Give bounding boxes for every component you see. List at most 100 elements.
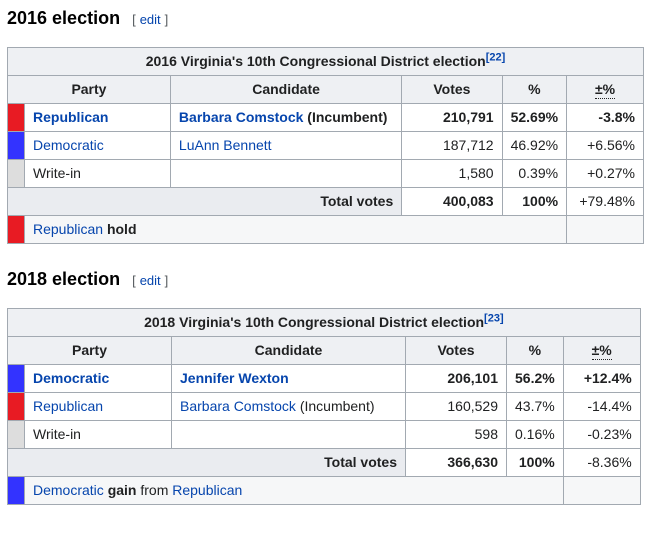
result-from-label: from	[140, 482, 169, 498]
candidate-cell: Barbara Comstock (Incumbent)	[169, 103, 403, 132]
incumbent-label: (Incumbent)	[303, 109, 388, 125]
column-header-candidate: Candidate	[169, 75, 403, 104]
pct-cell: 43.7%	[506, 392, 564, 421]
candidate-row-democratic: Democratic Jennifer Wexton 206,101 56.2%…	[7, 364, 641, 393]
edit-bracket-open: [	[132, 273, 136, 288]
column-header-pct: %	[501, 75, 568, 104]
page-heading-2018: 2018 election [edit]	[7, 269, 644, 291]
pct-cell: 0.39%	[501, 159, 568, 188]
result-action: gain	[107, 482, 137, 498]
change-cell: -0.23%	[562, 420, 641, 449]
party-cell: Write-in	[24, 420, 172, 449]
total-votes-label: Total votes	[7, 448, 406, 477]
table-caption: 2018 Virginia's 10th Congressional Distr…	[7, 308, 641, 337]
candidate-link[interactable]: Barbara Comstock	[178, 109, 304, 125]
election-table-2016: 2016 Virginia's 10th Congressional Distr…	[6, 47, 644, 244]
party-color-swatch	[7, 159, 25, 188]
edit-bracket-open: [	[132, 12, 136, 27]
incumbent-label: (Incumbent)	[295, 398, 375, 414]
candidate-cell: LuAnn Bennett	[169, 131, 403, 160]
candidate-row-republican: Republican Barbara Comstock (Incumbent) …	[7, 103, 644, 132]
total-votes-value: 400,083	[401, 187, 503, 216]
party-color-swatch	[7, 131, 25, 160]
party-color-swatch	[7, 476, 25, 505]
party-link-democratic[interactable]: Democratic	[33, 137, 104, 153]
candidate-cell: Barbara Comstock (Incumbent)	[171, 392, 406, 421]
edit-section: [edit]	[132, 273, 168, 288]
result-spacer-cell	[562, 476, 641, 505]
candidate-row-democratic: Democratic LuAnn Bennett 187,712 46.92% …	[7, 131, 644, 160]
change-cell: +12.4%	[562, 364, 641, 393]
party-link-republican[interactable]: Republican	[172, 482, 243, 498]
votes-cell: 160,529	[405, 392, 507, 421]
candidate-row-republican: Republican Barbara Comstock (Incumbent) …	[7, 392, 641, 421]
result-cell: Democratic gain from Republican	[24, 476, 564, 505]
pct-cell: 56.2%	[506, 364, 564, 393]
votes-cell: 1,580	[401, 159, 503, 188]
change-cell: +0.27%	[566, 159, 644, 188]
change-cell: -14.4%	[562, 392, 641, 421]
total-change-value: +79.48%	[566, 187, 644, 216]
result-row-democratic-gain: Democratic gain from Republican	[7, 476, 641, 505]
candidate-row-write-in: Write-in 1,580 0.39% +0.27%	[7, 159, 644, 188]
column-header-change: ±%	[566, 75, 644, 104]
table-header-row: Party Candidate Votes % ±%	[7, 75, 644, 104]
party-color-swatch	[7, 215, 25, 244]
column-header-votes: Votes	[405, 336, 507, 365]
candidate-link[interactable]: Barbara Comstock	[180, 398, 296, 414]
votes-cell: 187,712	[401, 131, 503, 160]
party-cell: Democratic	[24, 364, 172, 393]
reference-link: [22]	[486, 51, 506, 63]
result-action: hold	[106, 221, 137, 237]
section-2016-election: 2016 election [edit] 2016 Virginia's 10th…	[6, 8, 644, 244]
pct-cell: 46.92%	[501, 131, 568, 160]
edit-link[interactable]: edit	[139, 273, 161, 288]
section-2018-election: 2018 election [edit] 2018 Virginia's 10th…	[7, 269, 644, 505]
party-cell: Republican	[24, 103, 171, 132]
total-votes-row: Total votes 400,083 100% +79.48%	[6, 187, 644, 216]
citation-23-link[interactable]: [23]	[484, 312, 504, 325]
candidate-cell: Jennifer Wexton	[171, 364, 406, 393]
party-link-democratic[interactable]: Democratic	[33, 370, 110, 386]
reference-link: [23]	[484, 312, 504, 324]
edit-bracket-close: ]	[164, 273, 169, 288]
election-table-2018: 2018 Virginia's 10th Congressional Distr…	[7, 308, 641, 505]
party-cell: Democratic	[24, 131, 171, 160]
party-color-swatch	[7, 392, 25, 421]
heading-text: 2016 election	[7, 8, 121, 28]
candidate-link[interactable]: LuAnn Bennett	[178, 137, 272, 153]
candidate-cell	[171, 420, 406, 449]
candidate-link[interactable]: Jennifer Wexton	[180, 370, 289, 386]
change-cell: -3.8%	[566, 103, 644, 132]
total-pct-value: 100%	[501, 187, 568, 216]
total-pct-value: 100%	[506, 448, 564, 477]
result-cell: Republican hold	[23, 215, 568, 244]
change-cell: +6.56%	[566, 131, 644, 160]
party-color-swatch	[7, 103, 25, 132]
edit-link[interactable]: edit	[139, 12, 161, 27]
party-cell: Write-in	[24, 159, 171, 188]
candidate-row-write-in: Write-in 598 0.16% -0.23%	[7, 420, 641, 449]
column-header-party: Party	[7, 336, 172, 365]
candidate-cell	[169, 159, 403, 188]
table-caption: 2016 Virginia's 10th Congressional Distr…	[7, 47, 644, 76]
total-votes-row: Total votes 366,630 100% -8.36%	[7, 448, 641, 477]
pct-cell: 52.69%	[501, 103, 568, 132]
heading-text: 2018 election	[7, 269, 121, 289]
table-header-row: Party Candidate Votes % ±%	[7, 336, 641, 365]
edit-bracket-close: ]	[164, 12, 169, 27]
votes-cell: 210,791	[401, 103, 503, 132]
party-link-republican[interactable]: Republican	[33, 398, 104, 414]
result-row-republican-hold: Republican hold	[7, 215, 644, 244]
page-heading-2016: 2016 election [edit]	[7, 8, 644, 30]
citation-22-link[interactable]: [22]	[485, 51, 506, 64]
party-color-swatch	[7, 420, 25, 449]
total-change-value: -8.36%	[562, 448, 641, 477]
total-votes-label: Total votes	[6, 187, 403, 216]
party-link-republican[interactable]: Republican	[33, 109, 109, 125]
caption-row: 2016 Virginia's 10th Congressional Distr…	[7, 47, 644, 76]
caption-row: 2018 Virginia's 10th Congressional Distr…	[7, 308, 641, 337]
votes-cell: 206,101	[405, 364, 507, 393]
party-link-republican[interactable]: Republican	[33, 221, 104, 237]
party-link-democratic[interactable]: Democratic	[33, 482, 104, 498]
